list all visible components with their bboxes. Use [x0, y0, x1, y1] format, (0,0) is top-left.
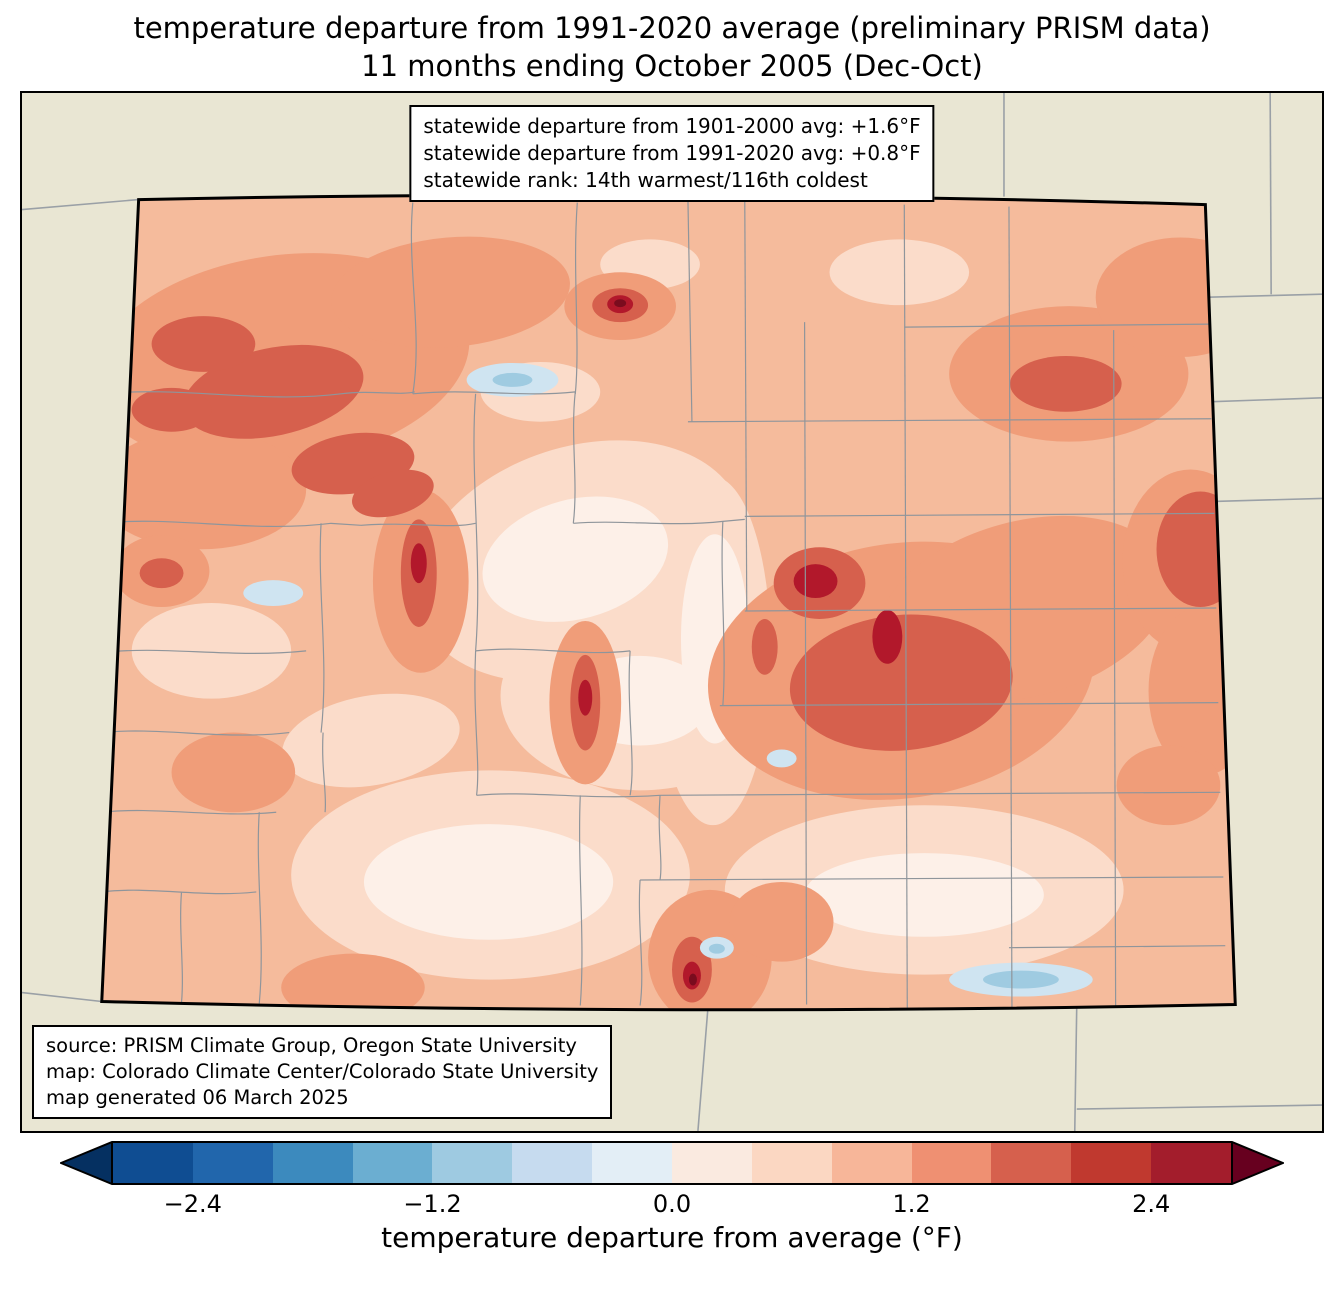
map-frame: statewide departure from 1901-2000 avg: … — [20, 91, 1324, 1134]
county-boundary-lines — [101, 200, 1226, 1008]
source-line-3: map generated 06 March 2025 — [46, 1086, 349, 1110]
colorbar-segment — [272, 1143, 353, 1184]
colorbar-segment — [751, 1143, 832, 1184]
colorbar-segment — [113, 1143, 193, 1184]
colorbar-segment — [991, 1143, 1072, 1184]
colorbar: −2.4 −1.2 0.0 1.2 2.4 temperature depart… — [60, 1141, 1284, 1254]
colorbar-segment — [512, 1143, 593, 1184]
colorbar-segment — [831, 1143, 912, 1184]
colorbar-bar — [60, 1141, 1284, 1186]
colorbar-tick: 0.0 — [652, 1190, 692, 1219]
stats-line-2: statewide departure from 1991-2020 avg: … — [423, 141, 921, 166]
colorbar-cells — [113, 1141, 1232, 1186]
anomaly-shading — [101, 195, 1236, 1011]
colorado-anomaly-map — [22, 93, 1322, 1132]
colorbar-right-arrow — [1231, 1141, 1284, 1186]
colorbar-tick: −1.2 — [403, 1190, 462, 1219]
anomaly-pale-regions — [131, 239, 1124, 980]
colorbar-tick: 1.2 — [892, 1190, 931, 1219]
title-line-1: temperature departure from 1991-2020 ave… — [133, 11, 1211, 45]
colorbar-tick-labels: −2.4 −1.2 0.0 1.2 2.4 — [60, 1185, 1284, 1221]
colorbar-axis-label: temperature departure from average (°F) — [381, 1221, 963, 1255]
colorbar-segment — [352, 1143, 433, 1184]
colorbar-segment — [192, 1143, 273, 1184]
source-line-2: map: Colorado Climate Center/Colorado St… — [46, 1060, 599, 1084]
colorbar-left-arrow — [60, 1141, 113, 1186]
colorbar-segment — [672, 1143, 752, 1184]
title-line-2: 11 months ending October 2005 (Dec-Oct) — [361, 48, 983, 83]
colorbar-tick: −2.4 — [163, 1190, 222, 1219]
state-boundary-lines — [22, 93, 1322, 1132]
colorbar-segment — [1071, 1143, 1152, 1184]
colorbar-segment — [432, 1143, 513, 1184]
stats-line-3: statewide rank: 14th warmest/116th colde… — [423, 167, 868, 192]
colorbar-segment — [1151, 1143, 1232, 1184]
source-line-1: source: PRISM Climate Group, Oregon Stat… — [46, 1034, 577, 1057]
anomaly-cool-regions — [243, 363, 1093, 997]
page-title: temperature departure from 1991-2020 ave… — [0, 0, 1344, 85]
colorbar-segment — [911, 1143, 992, 1184]
stats-line-1: statewide departure from 1901-2000 avg: … — [423, 114, 921, 139]
colorbar-segment — [592, 1143, 673, 1184]
colorbar-tick: 2.4 — [1132, 1190, 1171, 1219]
source-box: source: PRISM Climate Group, Oregon Stat… — [32, 1025, 613, 1120]
anomaly-hot-regions — [131, 288, 1236, 1003]
stats-box: statewide departure from 1901-2000 avg: … — [409, 105, 935, 202]
